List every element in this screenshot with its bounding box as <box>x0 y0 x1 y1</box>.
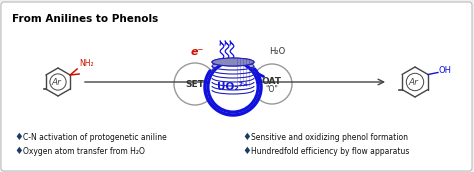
Text: Ar: Ar <box>51 78 61 87</box>
Text: ♦: ♦ <box>242 132 251 142</box>
Text: Ar: Ar <box>408 78 418 87</box>
Text: "O": "O" <box>265 84 278 94</box>
Text: OH: OH <box>439 66 452 75</box>
Text: UO₂²⁺: UO₂²⁺ <box>217 82 249 92</box>
Text: OAT: OAT <box>262 77 282 85</box>
Ellipse shape <box>212 70 254 78</box>
Ellipse shape <box>212 58 254 66</box>
Text: Hundredfold efficiency by flow apparatus: Hundredfold efficiency by flow apparatus <box>251 147 410 155</box>
Text: ♦: ♦ <box>14 132 23 142</box>
Ellipse shape <box>212 62 254 70</box>
Text: SET: SET <box>185 79 204 89</box>
Ellipse shape <box>212 86 254 94</box>
Text: H₂O: H₂O <box>269 47 285 56</box>
Ellipse shape <box>212 58 254 66</box>
Ellipse shape <box>212 66 254 74</box>
FancyBboxPatch shape <box>1 2 472 171</box>
Text: NH₂: NH₂ <box>79 59 94 68</box>
Circle shape <box>208 62 258 112</box>
Ellipse shape <box>212 78 254 86</box>
FancyBboxPatch shape <box>212 62 254 90</box>
Ellipse shape <box>212 74 254 82</box>
Ellipse shape <box>212 82 254 90</box>
Text: Sensitive and oxidizing phenol formation: Sensitive and oxidizing phenol formation <box>251 132 408 142</box>
Text: From Anilines to Phenols: From Anilines to Phenols <box>12 14 158 24</box>
Text: ♦: ♦ <box>14 146 23 156</box>
Text: Oxygen atom transfer from H₂O: Oxygen atom transfer from H₂O <box>23 147 145 155</box>
Text: ♦: ♦ <box>242 146 251 156</box>
Text: C-N activation of protogenetic aniline: C-N activation of protogenetic aniline <box>23 132 167 142</box>
Text: e⁻: e⁻ <box>191 47 204 57</box>
